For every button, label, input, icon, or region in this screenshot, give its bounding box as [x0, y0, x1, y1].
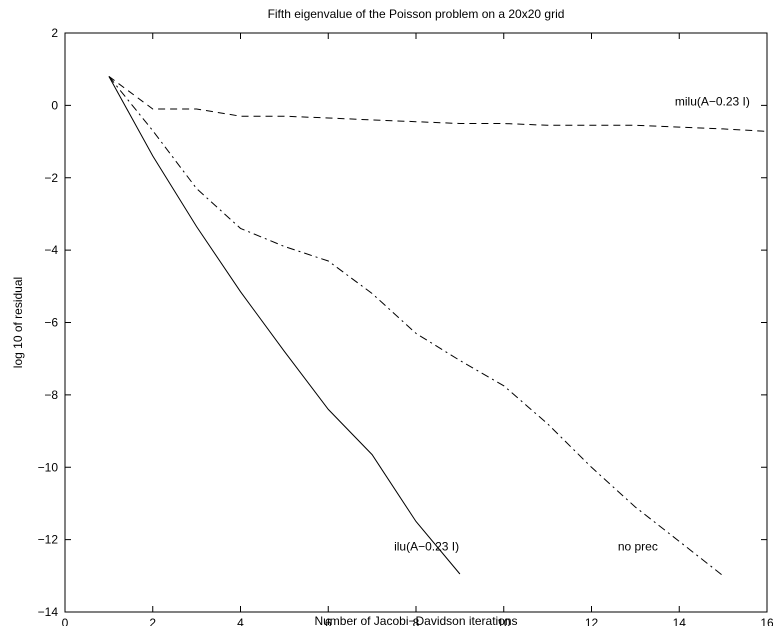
y-tick-label: −2: [44, 171, 58, 185]
series-annotation: milu(A−0.23 I): [675, 94, 750, 108]
y-tick-label: −10: [38, 460, 59, 474]
x-tick-label: 8: [413, 616, 420, 626]
plot-frame: [64, 32, 768, 613]
y-tick-label: −4: [44, 243, 58, 257]
axis-ticks: 0 2 4 6 8 10 12 14 16 2 0 −2 −4 −6 −8 −10 −12 −14: [38, 26, 773, 626]
y-tick-label: −14: [38, 605, 59, 619]
series-annotation: no prec: [618, 539, 658, 553]
y-tick-label: −6: [44, 316, 58, 330]
y-tick-label: −12: [38, 533, 59, 547]
annotations: milu(A−0.23 I) no prec ilu(A−0.23 I): [394, 94, 750, 553]
x-tick-label: 10: [497, 616, 511, 626]
x-tick-label: 6: [325, 616, 332, 626]
x-tick-label: 12: [585, 616, 599, 626]
series-line-solid: [108, 76, 461, 575]
x-tick-label: 16: [760, 616, 773, 626]
y-tick-label: 0: [51, 98, 58, 112]
y-axis-label: log 10 of residual: [11, 277, 25, 368]
x-tick-label: 2: [149, 616, 156, 626]
x-axis-label: Number of Jacobi−Davidson iterations: [314, 614, 517, 626]
series-lines: [108, 75, 768, 577]
x-tick-label: 14: [673, 616, 687, 626]
x-tick-label: 0: [62, 616, 69, 626]
series-line-dashdot: [108, 76, 724, 577]
y-tick-label: −8: [44, 388, 58, 402]
series-annotation: ilu(A−0.23 I): [394, 539, 459, 553]
y-tick-label: 2: [51, 26, 58, 40]
series-line-dashed: [108, 75, 768, 132]
chart-title: Fifth eigenvalue of the Poisson problem …: [268, 7, 565, 21]
x-tick-label: 4: [237, 616, 244, 626]
